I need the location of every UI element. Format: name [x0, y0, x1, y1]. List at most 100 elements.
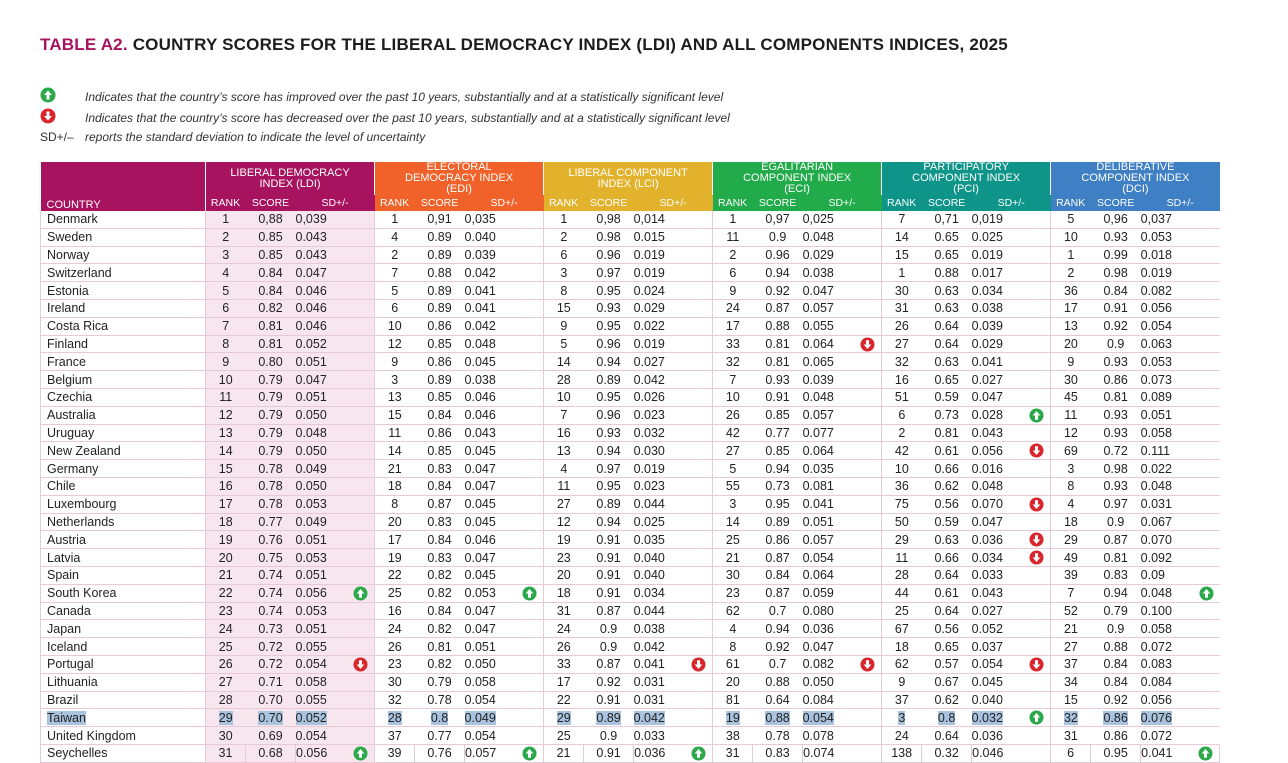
- country-cell: South Korea: [40, 584, 206, 603]
- cell-text: 0.058: [1140, 621, 1172, 636]
- cell-text: 20: [1063, 336, 1078, 351]
- value-cell: 5: [543, 335, 584, 354]
- column-header: SCORE: [921, 195, 972, 211]
- cell-text: 0.76: [258, 532, 283, 547]
- value-cell: 0.85: [414, 388, 465, 407]
- value-cell: 10: [881, 459, 922, 478]
- column-header: SD+/-: [633, 195, 713, 211]
- cell-text: 14: [894, 230, 909, 245]
- value-cell: 0.054: [1140, 317, 1220, 336]
- value-cell: 0.055: [295, 691, 375, 710]
- value-cell: 0.79: [414, 673, 465, 692]
- cell-text: 15: [218, 461, 233, 476]
- table-row: Czechia 11 0.79 0.051 13 0.85 0.046 10 0.95 0.026…: [40, 388, 1220, 407]
- value-cell: 0.84: [245, 281, 296, 300]
- cell-text: 0.93: [1103, 479, 1128, 494]
- cell-text: Latvia: [47, 550, 81, 565]
- value-cell: 0.023: [633, 406, 713, 425]
- value-cell: 0.72: [1090, 441, 1141, 461]
- value-cell: 0.86: [414, 424, 465, 443]
- cell-text: 0.047: [464, 621, 496, 636]
- value-cell: 15: [1050, 691, 1091, 710]
- value-cell: 0,039: [295, 211, 375, 229]
- cell-text: 0.052: [295, 710, 327, 725]
- value-cell: 2: [374, 246, 415, 265]
- cell-text: 16: [556, 425, 571, 440]
- country-cell: Germany: [40, 459, 206, 478]
- cell-text: 0.89: [596, 372, 621, 387]
- cell-text: 28: [387, 710, 402, 725]
- cell-text: 0.050: [802, 675, 834, 690]
- value-cell: 0.81: [752, 335, 803, 354]
- cell-text: 0.88: [765, 319, 790, 334]
- cell-text: 55: [725, 479, 740, 494]
- value-cell: 0.053: [1140, 352, 1220, 372]
- cell-text: 0.036: [634, 746, 666, 761]
- cell-text: 0.045: [464, 497, 496, 512]
- cell-text: 0.76: [427, 746, 452, 761]
- value-cell: 0.9: [1090, 619, 1141, 639]
- cell-text: 0.61: [934, 443, 959, 458]
- cell-text: 0.65: [934, 230, 959, 245]
- value-cell: 0.048: [802, 388, 882, 407]
- cell-text: 30: [1063, 372, 1078, 387]
- cell-text: 10: [556, 390, 571, 405]
- value-cell: 0.79: [245, 424, 296, 443]
- value-cell: 2: [543, 228, 584, 247]
- value-cell: 36: [881, 477, 922, 496]
- value-cell: 0,71: [921, 211, 972, 229]
- cell-text: 0.93: [765, 372, 790, 387]
- value-cell: 29: [543, 708, 584, 728]
- value-cell: 0.88: [752, 317, 803, 336]
- value-cell: 26: [881, 317, 922, 336]
- value-cell: 0.034: [971, 281, 1051, 300]
- cell-text: 26: [387, 639, 402, 654]
- value-cell: 23: [543, 548, 584, 567]
- value-cell: 6: [1050, 744, 1092, 763]
- value-cell: 0.82: [414, 655, 465, 674]
- cell-text: 0.79: [427, 675, 452, 690]
- value-cell: 0.65: [921, 228, 972, 247]
- value-cell: 2: [881, 424, 922, 443]
- value-cell: 0.89: [414, 281, 465, 300]
- cell-text: 32: [387, 692, 402, 707]
- cell-text: 9: [222, 354, 230, 369]
- value-cell: 0.027: [971, 602, 1051, 621]
- value-cell: 0.92: [1090, 317, 1141, 336]
- cell-text: 0.046: [464, 390, 496, 405]
- value-cell: 0.73: [245, 619, 296, 639]
- value-cell: 0.064: [802, 335, 882, 354]
- cell-text: 0.051: [295, 532, 327, 547]
- cell-text: 61: [725, 657, 740, 672]
- cell-text: 5: [391, 283, 399, 298]
- cell-text: 0.84: [1103, 283, 1128, 298]
- cell-text: 2: [898, 425, 906, 440]
- table-row: Ireland 6 0.82 0.046 6 0.89 0.041 15 0.93 0.029 24…: [40, 299, 1220, 318]
- value-cell: 0.050: [295, 406, 375, 425]
- legend-item: SD+/– reports the standard deviation to i…: [40, 130, 425, 144]
- index-header: EGALITARIAN COMPONENT INDEX (ECI): [712, 162, 882, 195]
- up-icon: [353, 746, 368, 761]
- value-cell: 0.82: [414, 566, 465, 585]
- cell-text: 0.89: [427, 230, 452, 245]
- value-cell: 29: [1050, 530, 1091, 550]
- column-header: RANK: [712, 195, 753, 211]
- value-cell: 7: [1050, 584, 1091, 603]
- cell-text: Uruguay: [47, 425, 95, 440]
- cell-text: 0.019: [633, 336, 665, 351]
- column-header: SD+/-: [802, 195, 882, 211]
- cell-text: 0.046: [295, 301, 327, 316]
- cell-text: Ireland: [47, 301, 86, 316]
- cell-text: 0.081: [802, 479, 834, 494]
- cell-text: 0.043: [295, 230, 327, 245]
- value-cell: 0.95: [583, 317, 634, 336]
- value-cell: 0.09: [1140, 566, 1220, 585]
- cell-text: 6: [898, 408, 906, 423]
- country-cell: Belgium: [40, 370, 206, 389]
- cell-text: 4: [729, 621, 737, 636]
- value-cell: 0.86: [752, 530, 803, 550]
- value-cell: 0.027: [633, 352, 713, 372]
- cell-text: 0.040: [971, 692, 1003, 707]
- value-cell: 0.043: [971, 424, 1051, 443]
- cell-text: 0.054: [802, 710, 834, 725]
